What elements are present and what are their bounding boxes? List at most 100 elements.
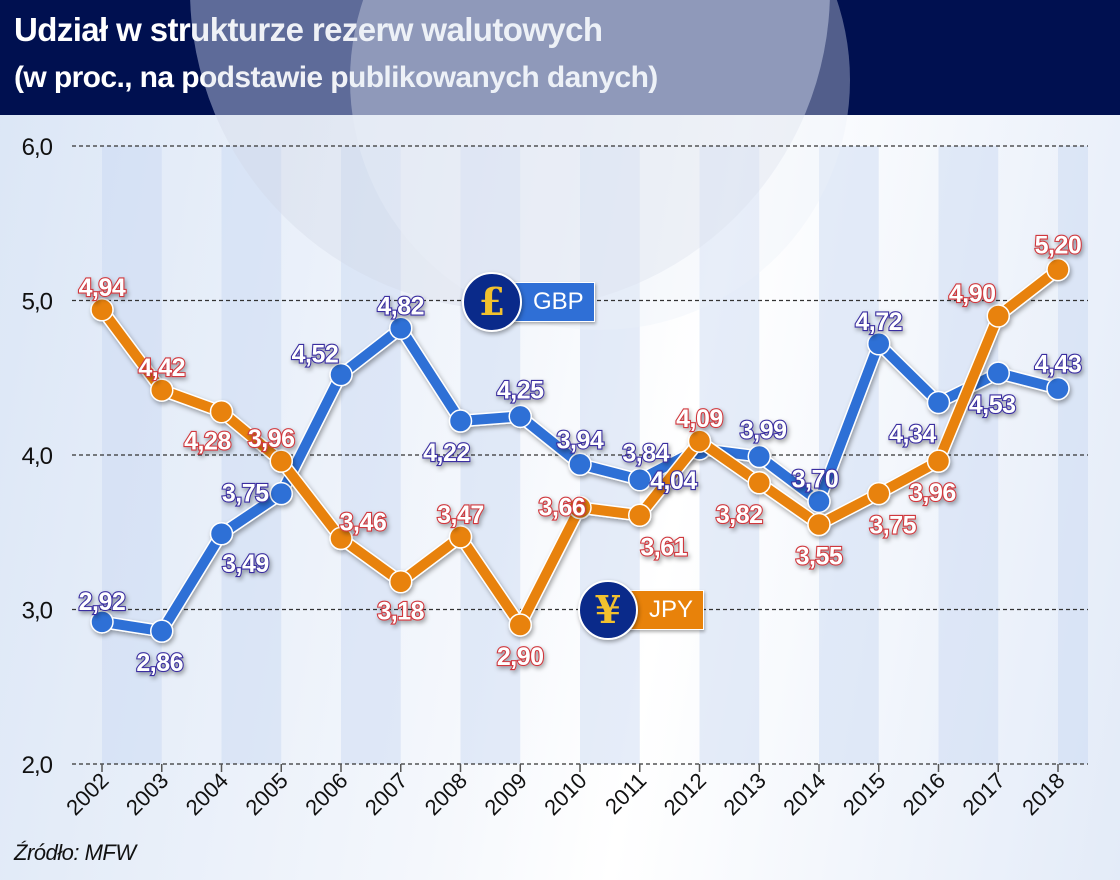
x-tick-label: 2007 — [360, 768, 412, 820]
y-tick-label: 2,0 — [22, 752, 53, 779]
background-watermark-inner — [350, 0, 850, 330]
data-point-jpy — [508, 613, 532, 637]
data-point-jpy — [329, 526, 353, 551]
chart-header: Udział w strukturze rezerw walutowych (w… — [0, 0, 1120, 115]
data-label-jpy: 4,28 — [184, 428, 231, 456]
data-label-jpy: 4,90 — [949, 280, 996, 308]
data-label-jpy: 5,20 — [1035, 232, 1082, 260]
data-point-gbp — [986, 361, 1010, 385]
x-tick-label: 2010 — [539, 768, 591, 820]
data-label-jpy: 4,09 — [676, 405, 723, 433]
data-point-gbp — [807, 489, 831, 514]
background-band — [580, 146, 640, 764]
data-label-jpy: 3,82 — [716, 501, 763, 529]
x-tick-label: 2013 — [718, 768, 770, 820]
series-group — [90, 257, 1070, 643]
data-point-gbp — [926, 390, 951, 415]
chart-title: Udział w strukturze rezerw walutowych — [14, 11, 603, 48]
data-label-gbp: 4,82 — [377, 292, 424, 320]
data-label-gbp: 4,72 — [855, 308, 902, 336]
header-watermark — [190, 0, 830, 115]
data-label-jpy: 3,46 — [340, 508, 387, 536]
x-tick-label: 2011 — [600, 768, 651, 819]
data-label-gbp: 4,34 — [889, 420, 936, 448]
x-tick-label: 2006 — [300, 768, 352, 820]
data-label-gbp: 3,75 — [222, 480, 269, 508]
data-point-jpy — [389, 569, 413, 594]
data-label-gbp: 3,70 — [792, 465, 839, 493]
data-label-gbp: 3,99 — [740, 417, 787, 445]
data-point-gbp — [329, 362, 353, 387]
y-tick-label: 5,0 — [22, 289, 53, 316]
x-tick-label: 2012 — [659, 768, 711, 820]
data-point-gbp — [1046, 376, 1070, 401]
y-tick-label: 6,0 — [22, 134, 53, 161]
data-label-gbp: 3,84 — [622, 440, 669, 468]
data-label-gbp: 4,25 — [497, 376, 544, 404]
data-point-gbp — [389, 316, 413, 341]
data-label-jpy: 4,42 — [138, 354, 185, 382]
pound-icon: £ — [462, 272, 522, 332]
data-label-gbp: 3,94 — [557, 426, 604, 454]
data-point-gbp — [90, 610, 114, 634]
data-label-gbp: 3,49 — [222, 550, 269, 578]
data-point-jpy — [867, 481, 891, 506]
x-tick-label: 2008 — [420, 768, 472, 820]
data-label-gbp: 4,43 — [1035, 351, 1082, 379]
x-axis-ticks: 2002 2003 2004 2005 2006 2007 2008 2009 2010 2011… — [61, 764, 1070, 820]
data-label-gbp: 4,04 — [650, 467, 697, 495]
y-axis-ticks: 2,0 3,0 4,0 5,0 6,0 — [22, 134, 54, 779]
data-label-gbp: 4,22 — [423, 439, 470, 467]
data-point-jpy — [926, 449, 951, 473]
data-point-jpy — [747, 471, 771, 495]
data-label-jpy: 3,61 — [640, 533, 687, 561]
data-label-jpy: 3,55 — [796, 543, 843, 571]
data-point-jpy — [1046, 257, 1070, 282]
data-label-jpy: 2,90 — [497, 643, 544, 671]
data-label-jpy: 4,94 — [79, 274, 126, 302]
data-point-jpy — [150, 378, 174, 402]
data-label-gbp: 4,52 — [292, 341, 339, 369]
x-tick-label: 2017 — [957, 768, 1009, 820]
data-point-jpy — [90, 298, 114, 322]
y-tick-label: 3,0 — [22, 598, 53, 625]
x-tick-label: 2002 — [61, 768, 113, 820]
x-tick-label: 2018 — [1017, 768, 1069, 820]
data-label-jpy: 3,96 — [909, 479, 956, 507]
data-point-gbp — [150, 619, 174, 643]
y-tick-label: 4,0 — [22, 443, 53, 470]
data-point-gbp — [508, 404, 532, 429]
data-point-jpy — [986, 304, 1010, 328]
x-tick-label: 2003 — [121, 768, 173, 820]
data-point-gbp — [747, 444, 771, 469]
data-label-gbp: 4,53 — [969, 391, 1016, 419]
data-point-gbp — [628, 467, 652, 492]
data-label-jpy: 3,18 — [377, 598, 424, 626]
x-tick-label: 2014 — [778, 768, 830, 820]
x-tick-label: 2016 — [898, 768, 950, 820]
data-point-jpy — [448, 525, 473, 549]
data-label-gbp: 2,86 — [136, 649, 183, 677]
data-point-gbp — [269, 481, 293, 506]
background-watermark-circle — [190, 0, 830, 310]
x-tick-label: 2005 — [240, 768, 292, 820]
series-jpy — [90, 257, 1070, 637]
x-tick-label: 2009 — [479, 768, 531, 820]
background-band — [819, 146, 879, 764]
background-band — [460, 146, 521, 764]
data-point-gbp — [568, 452, 592, 477]
data-point-gbp — [867, 332, 891, 356]
source-note: Źródło: MFW — [14, 840, 136, 865]
data-point-jpy — [269, 449, 293, 473]
x-tick-label: 2004 — [181, 768, 233, 820]
data-point-jpy — [568, 495, 592, 520]
data-label-jpy: 3,47 — [437, 501, 484, 529]
data-point-jpy — [807, 512, 831, 537]
data-point-jpy — [687, 429, 712, 453]
data-labels-group: 2,92 2,86 3,49 3,75 4,52 4,82 4,22 4,25 3,94 3,84… — [78, 231, 1083, 679]
data-label-jpy: 3,66 — [539, 494, 586, 522]
yen-icon: ¥ — [578, 580, 638, 640]
data-label-jpy: 3,75 — [869, 512, 916, 540]
data-point-gbp — [209, 522, 234, 546]
